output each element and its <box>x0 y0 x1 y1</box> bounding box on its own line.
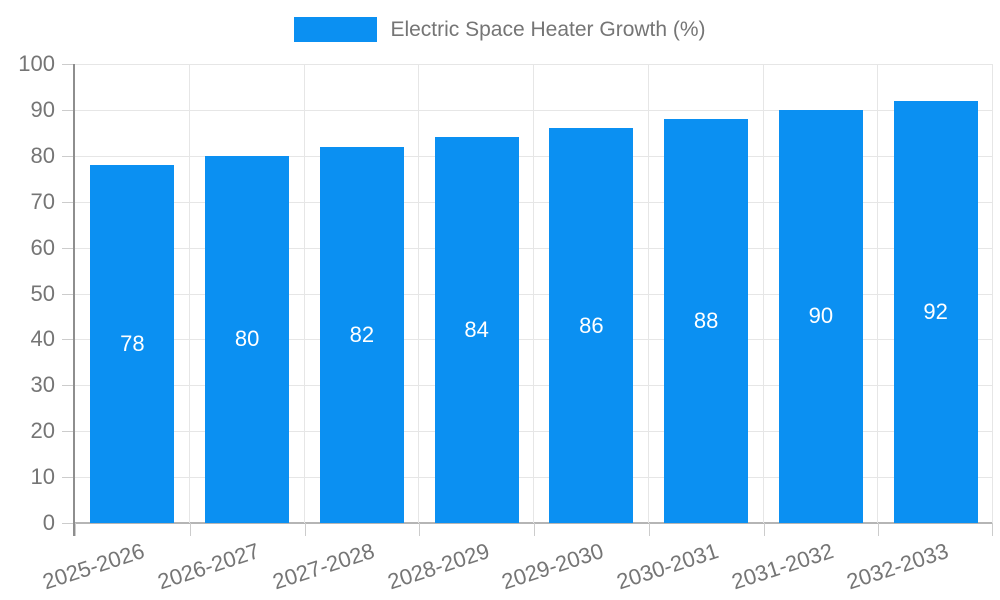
y-gridline <box>75 339 993 341</box>
bar-value-label: 78 <box>120 330 145 356</box>
y-tick-mark <box>62 201 75 203</box>
y-tick-mark <box>62 247 75 249</box>
y-gridline <box>75 431 993 433</box>
y-tick-label: 10 <box>30 464 55 490</box>
y-tick-label: 40 <box>30 326 55 352</box>
y-gridline <box>75 109 993 111</box>
x-gridline <box>762 64 764 523</box>
x-tick-mark <box>304 523 306 536</box>
x-gridline <box>188 64 190 523</box>
y-tick-label: 30 <box>30 372 55 398</box>
bar[interactable]: 86 <box>549 128 634 523</box>
x-tick-mark <box>534 523 535 536</box>
y-gridline <box>75 385 993 387</box>
bar-value-label: 82 <box>349 321 375 347</box>
y-tick-label: 90 <box>30 96 55 122</box>
plot-area: 0 10 20 30 40 50 60 70 80 90 100 78 80 82 84 86 88 90 92 20… <box>18 52 993 594</box>
bar-value-label: 90 <box>808 303 834 329</box>
y-tick-label: 100 <box>18 51 55 76</box>
y-tick-mark <box>62 523 75 524</box>
bar-value-label: 88 <box>693 308 719 334</box>
y-tick-mark <box>62 155 75 157</box>
y-gridline <box>75 64 993 65</box>
bar-value-label: 80 <box>234 326 260 352</box>
bar[interactable]: 88 <box>664 119 749 523</box>
bar[interactable]: 90 <box>778 109 863 523</box>
y-tick-label: 60 <box>30 234 55 260</box>
y-tick-label: 0 <box>42 510 55 535</box>
y-tick-label: 80 <box>30 142 55 168</box>
y-tick-mark <box>62 385 75 387</box>
legend-swatch <box>294 17 378 42</box>
y-tick-mark <box>62 64 75 65</box>
x-gridline <box>533 64 534 523</box>
y-gridline <box>75 201 993 203</box>
y-gridline <box>75 477 993 479</box>
y-gridline <box>75 155 993 157</box>
bar-value-label: 86 <box>579 312 604 338</box>
x-tick-mark <box>419 523 421 536</box>
x-gridline <box>877 64 879 523</box>
y-tick-label: 50 <box>30 280 55 306</box>
x-tick-mark <box>992 523 993 536</box>
bar-value-label: 84 <box>464 317 489 343</box>
bar[interactable]: 78 <box>90 164 175 523</box>
x-tick-mark <box>763 523 765 536</box>
bar[interactable]: 82 <box>319 146 404 523</box>
y-tick-label: 20 <box>30 418 55 444</box>
x-tick-mark <box>75 523 76 536</box>
x-tick-mark <box>648 523 650 536</box>
x-gridline <box>992 64 993 523</box>
y-tick-mark <box>62 339 75 341</box>
bar[interactable]: 80 <box>205 155 290 523</box>
legend-label: Electric Space Heater Growth (%) <box>390 17 706 41</box>
bar[interactable]: 84 <box>434 137 519 523</box>
x-tick-mark <box>878 523 880 536</box>
x-tick-mark <box>189 523 191 536</box>
x-gridline <box>418 64 420 523</box>
y-tick-mark <box>62 431 75 433</box>
y-tick-label: 70 <box>30 188 55 214</box>
x-gridline <box>647 64 649 523</box>
bar[interactable]: 92 <box>893 100 978 523</box>
bar-value-label: 92 <box>923 298 948 324</box>
y-gridline <box>75 293 993 295</box>
x-gridline <box>303 64 305 523</box>
y-tick-mark <box>62 109 75 111</box>
y-axis-line <box>73 64 75 536</box>
y-tick-mark <box>62 477 75 479</box>
legend: Electric Space Heater Growth (%) <box>0 17 1000 42</box>
y-gridline <box>75 247 993 249</box>
y-tick-mark <box>62 293 75 295</box>
